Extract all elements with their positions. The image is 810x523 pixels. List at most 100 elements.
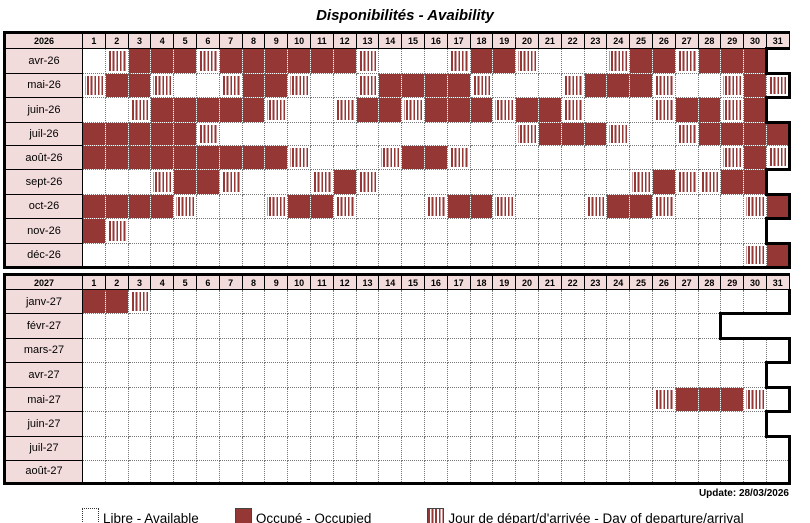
day-cell[interactable] <box>743 289 767 314</box>
day-cell[interactable] <box>195 72 220 99</box>
day-cell[interactable] <box>651 459 676 485</box>
day-cell[interactable] <box>743 218 768 244</box>
day-cell[interactable] <box>287 48 311 74</box>
day-cell[interactable] <box>515 218 539 244</box>
day-cell[interactable] <box>743 337 767 364</box>
day-cell[interactable] <box>309 411 334 437</box>
day-cell[interactable] <box>150 145 175 170</box>
day-cell[interactable] <box>446 362 471 388</box>
day-cell[interactable] <box>583 386 608 413</box>
day-cell[interactable] <box>241 97 266 123</box>
day-cell[interactable] <box>583 435 608 461</box>
day-cell[interactable] <box>104 242 129 269</box>
day-cell[interactable] <box>629 145 653 170</box>
day-cell[interactable] <box>515 168 539 195</box>
day-cell[interactable] <box>195 193 220 220</box>
day-header[interactable]: 3 <box>127 32 152 49</box>
day-header[interactable]: 28 <box>697 32 722 49</box>
day-header[interactable]: 28 <box>697 274 722 291</box>
day-cell[interactable] <box>560 435 585 461</box>
day-cell[interactable] <box>765 193 791 220</box>
day-cell[interactable] <box>492 386 517 413</box>
day-cell[interactable] <box>195 48 220 74</box>
day-cell[interactable] <box>720 386 745 413</box>
day-header[interactable]: 23 <box>583 274 608 291</box>
day-cell[interactable] <box>218 411 243 437</box>
day-header[interactable]: 11 <box>309 274 334 291</box>
day-header[interactable]: 14 <box>378 32 403 49</box>
day-cell[interactable] <box>720 337 745 364</box>
day-cell[interactable] <box>446 435 471 461</box>
month-label[interactable]: juil-26 <box>4 121 83 147</box>
day-cell[interactable] <box>606 459 631 485</box>
day-header[interactable]: 21 <box>537 32 562 49</box>
day-cell[interactable] <box>469 386 494 413</box>
day-cell[interactable] <box>606 48 631 74</box>
day-cell[interactable] <box>492 312 517 339</box>
day-cell[interactable] <box>765 435 791 461</box>
month-label[interactable]: sept-26 <box>4 168 83 195</box>
day-header[interactable]: 22 <box>560 32 585 49</box>
day-cell[interactable] <box>173 121 197 147</box>
day-cell[interactable] <box>423 48 448 74</box>
day-cell[interactable] <box>287 97 311 123</box>
day-cell[interactable] <box>218 168 243 195</box>
day-cell[interactable] <box>720 435 745 461</box>
day-cell[interactable] <box>127 435 152 461</box>
day-cell[interactable] <box>241 121 266 147</box>
day-cell[interactable] <box>332 145 357 170</box>
day-cell[interactable] <box>127 337 152 364</box>
day-cell[interactable] <box>150 72 175 99</box>
day-cell[interactable] <box>674 362 699 388</box>
day-cell[interactable] <box>743 386 767 413</box>
day-cell[interactable] <box>287 145 311 170</box>
day-cell[interactable] <box>469 337 494 364</box>
day-cell[interactable] <box>629 168 653 195</box>
day-cell[interactable] <box>492 459 517 485</box>
day-cell[interactable] <box>195 121 220 147</box>
month-label[interactable]: août-27 <box>4 459 83 485</box>
day-cell[interactable] <box>492 121 517 147</box>
day-cell[interactable] <box>492 337 517 364</box>
day-cell[interactable] <box>104 386 129 413</box>
day-cell[interactable] <box>150 411 175 437</box>
day-header[interactable]: 4 <box>150 32 175 49</box>
day-cell[interactable] <box>583 145 608 170</box>
day-header[interactable]: 12 <box>332 274 357 291</box>
day-cell[interactable] <box>629 411 653 437</box>
day-cell[interactable] <box>378 362 403 388</box>
day-cell[interactable] <box>127 362 152 388</box>
day-cell[interactable] <box>287 193 311 220</box>
day-header[interactable]: 26 <box>651 32 676 49</box>
day-cell[interactable] <box>651 168 676 195</box>
day-cell[interactable] <box>606 312 631 339</box>
day-cell[interactable] <box>697 435 722 461</box>
day-cell[interactable] <box>287 312 311 339</box>
day-cell[interactable] <box>241 145 266 170</box>
day-cell[interactable] <box>697 168 722 195</box>
day-cell[interactable] <box>309 312 334 339</box>
day-cell[interactable] <box>104 435 129 461</box>
day-header[interactable]: 27 <box>674 274 699 291</box>
day-cell[interactable] <box>173 218 197 244</box>
day-cell[interactable] <box>401 312 425 339</box>
day-cell[interactable] <box>218 121 243 147</box>
day-cell[interactable] <box>401 72 425 99</box>
day-header[interactable]: 20 <box>515 274 539 291</box>
day-cell[interactable] <box>287 435 311 461</box>
month-label[interactable]: déc-26 <box>4 242 83 269</box>
day-cell[interactable] <box>743 145 767 170</box>
day-cell[interactable] <box>720 48 745 74</box>
day-cell[interactable] <box>82 242 106 269</box>
day-cell[interactable] <box>720 411 745 437</box>
day-cell[interactable] <box>583 312 608 339</box>
day-cell[interactable] <box>697 459 722 485</box>
day-header[interactable]: 24 <box>606 32 631 49</box>
day-header[interactable]: 25 <box>629 32 653 49</box>
day-cell[interactable] <box>560 337 585 364</box>
day-cell[interactable] <box>195 411 220 437</box>
day-header[interactable]: 30 <box>743 32 767 49</box>
day-cell[interactable] <box>332 435 357 461</box>
day-cell[interactable] <box>537 218 562 244</box>
day-header[interactable]: 12 <box>332 32 357 49</box>
